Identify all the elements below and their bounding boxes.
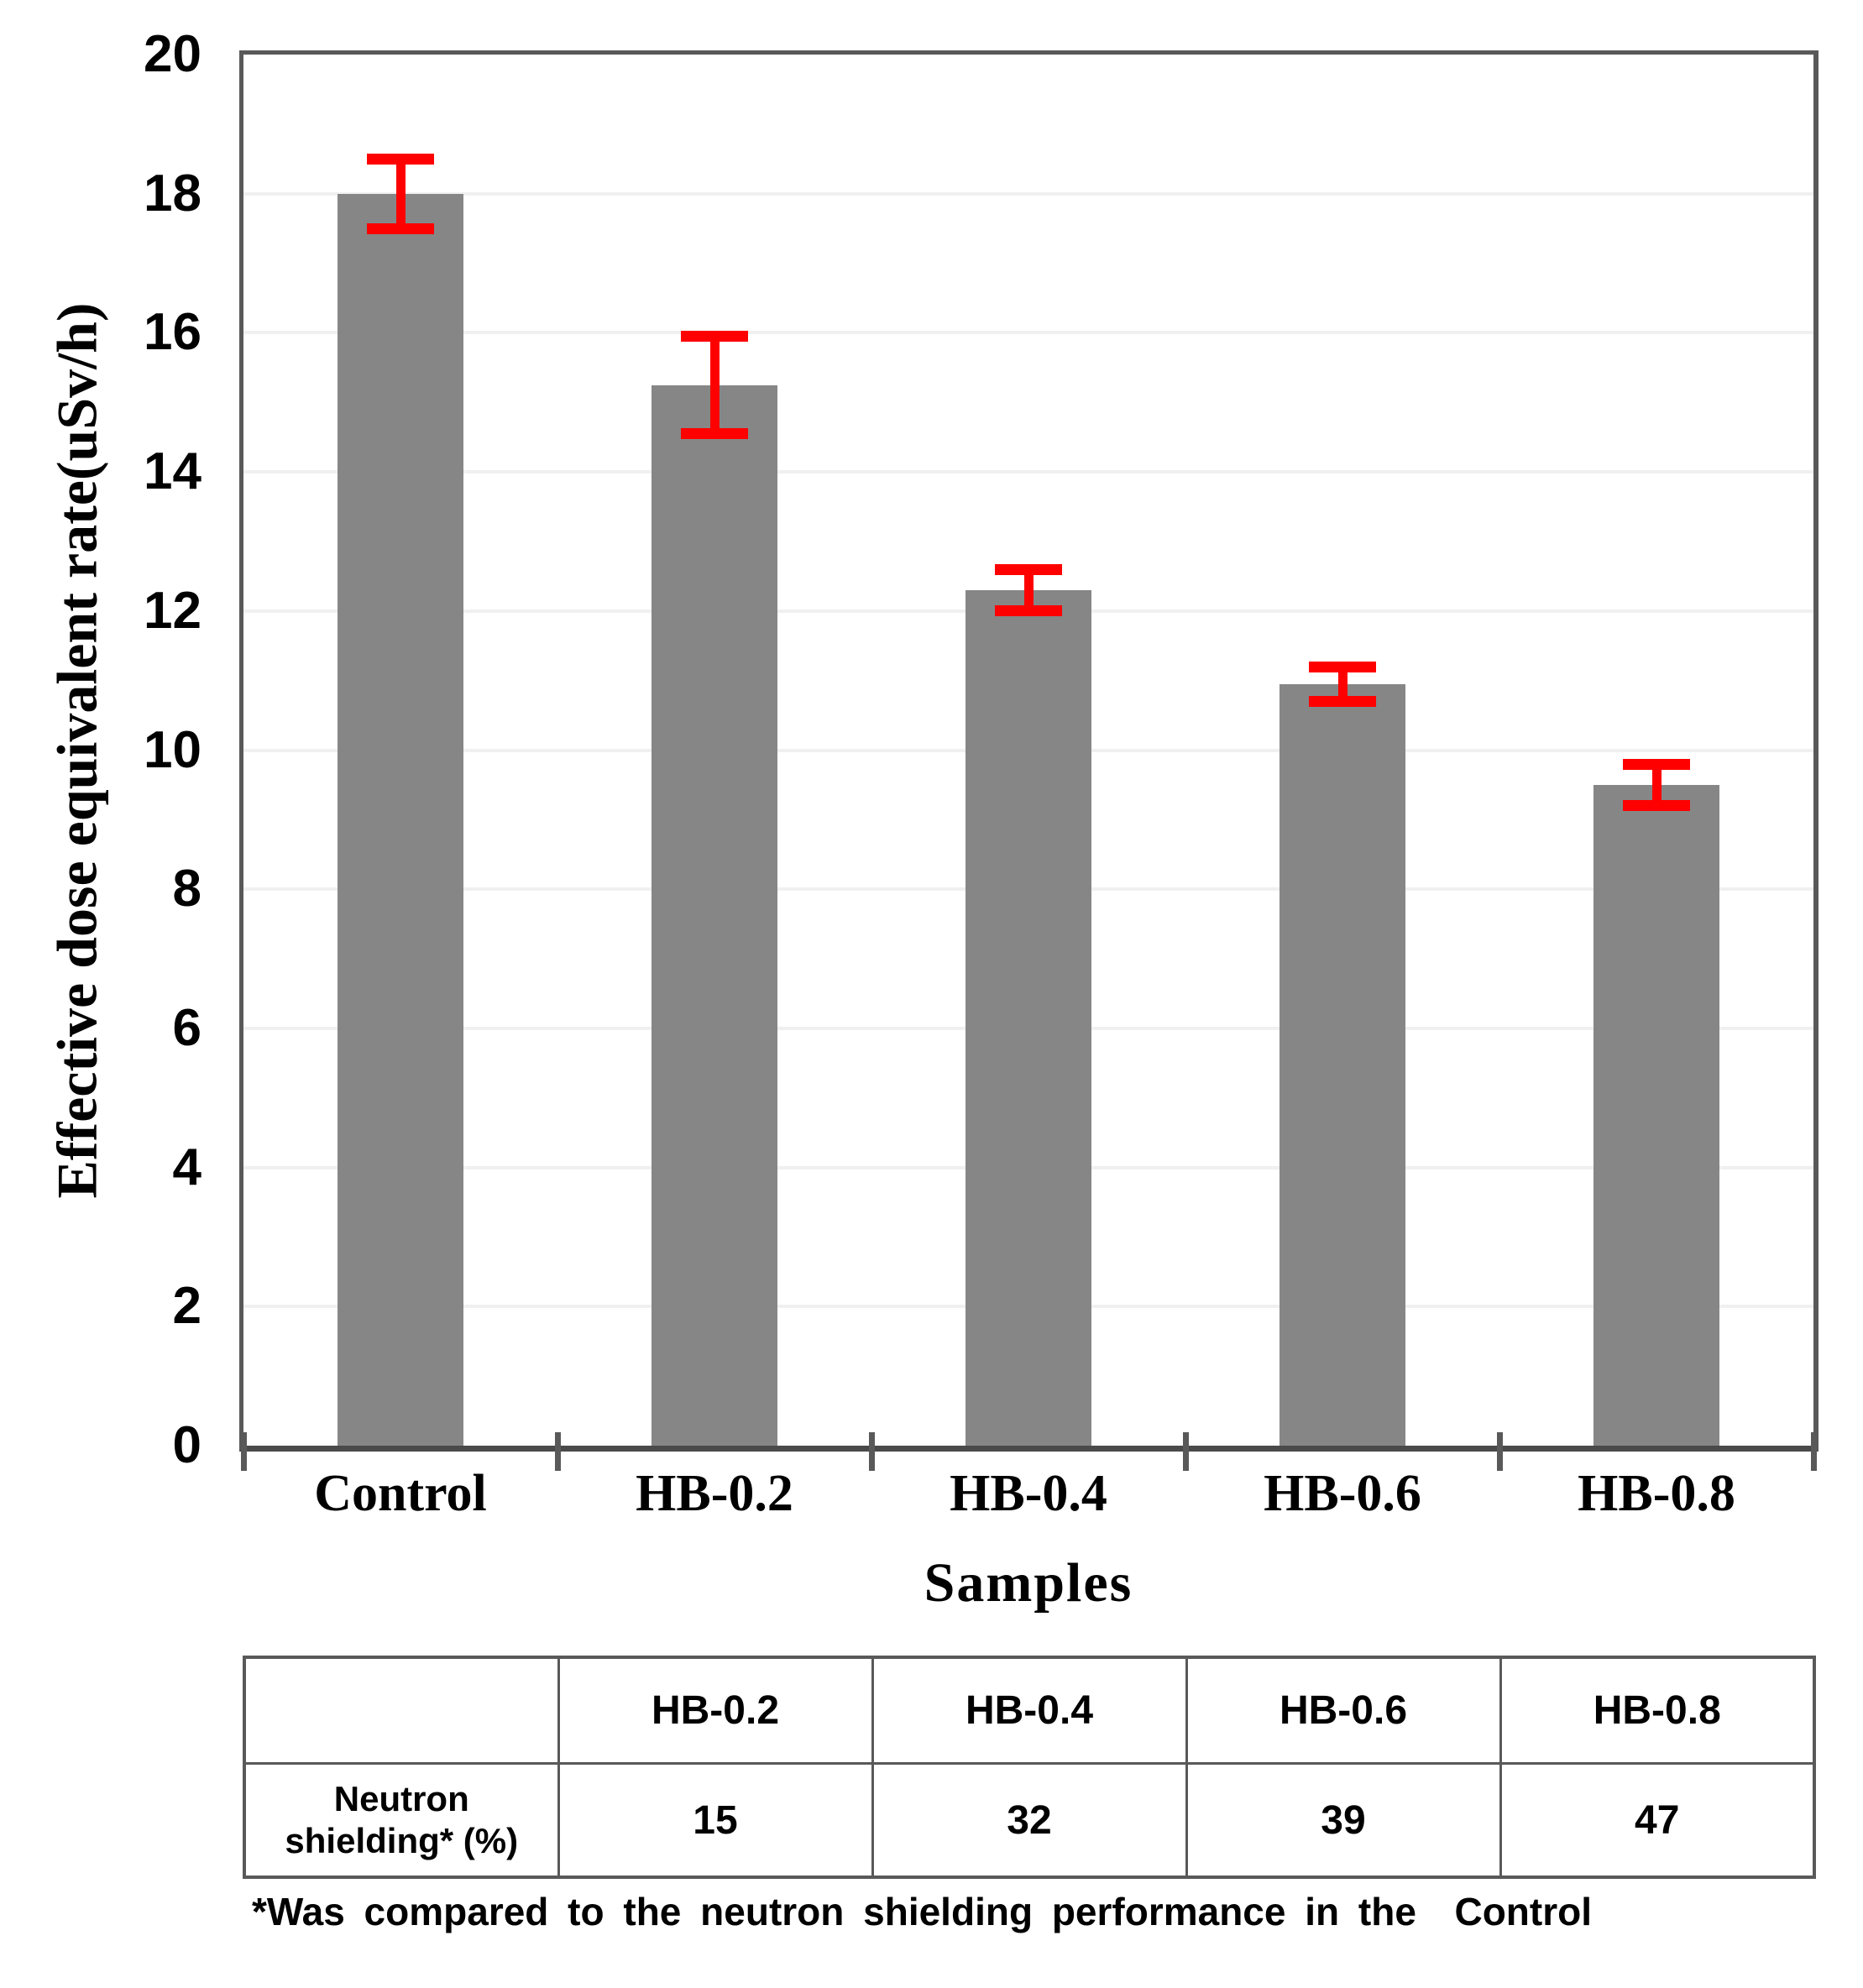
x-axis-tick <box>240 1432 247 1471</box>
x-category-label: Control <box>314 1465 487 1522</box>
error-bar-cap <box>367 222 434 234</box>
error-bar-stem <box>395 159 406 229</box>
error-bar-stem <box>1651 764 1662 806</box>
error-bar-cap <box>681 428 748 440</box>
x-category-label: HB-0.8 <box>1578 1465 1735 1522</box>
x-axis-tick <box>868 1432 875 1471</box>
plot-area <box>239 50 1819 1471</box>
y-tick-label: 8 <box>172 860 201 918</box>
bar <box>1280 683 1405 1446</box>
x-axis-tick <box>554 1432 561 1471</box>
error-bar-cap <box>681 331 748 343</box>
error-bar-cap <box>995 605 1062 617</box>
bar <box>652 385 777 1446</box>
x-category-label: HB-0.2 <box>636 1465 793 1522</box>
table-value-cell: 39 <box>1185 1762 1502 1879</box>
error-bar-stem <box>709 336 720 434</box>
y-tick-label: 16 <box>144 303 201 362</box>
error-bar-cap <box>1309 661 1376 672</box>
bar <box>338 193 463 1446</box>
y-tick-label: 18 <box>144 164 201 222</box>
y-tick-label: 6 <box>172 998 201 1057</box>
x-axis-tick <box>1182 1432 1189 1471</box>
table-header-cell: HB-0.2 <box>557 1656 874 1765</box>
table-value-cell: 47 <box>1499 1762 1816 1879</box>
table-row-label: Neutron shielding* (%) <box>243 1762 560 1879</box>
error-bar-cap <box>1623 758 1690 770</box>
table-corner-cell <box>243 1656 560 1765</box>
error-bar-cap <box>1309 696 1376 707</box>
table-value-cell: 15 <box>557 1762 874 1879</box>
error-bar-cap <box>1623 800 1690 812</box>
x-category-label: HB-0.4 <box>950 1465 1107 1522</box>
y-tick-label: 0 <box>172 1416 201 1474</box>
y-tick-label: 14 <box>144 442 201 501</box>
x-axis-title: Samples <box>924 1552 1133 1614</box>
error-bar-cap <box>367 153 434 165</box>
x-category-label: HB-0.6 <box>1264 1465 1421 1522</box>
gridline <box>243 331 1813 335</box>
x-axis-tick <box>1496 1432 1503 1471</box>
shielding-table: HB-0.2 HB-0.4 HB-0.6 HB-0.8 Neutron shieldin… <box>243 1656 1816 1879</box>
table-value-cell: 32 <box>871 1762 1188 1879</box>
bar <box>1593 784 1719 1446</box>
y-tick-label: 2 <box>172 1277 201 1336</box>
x-axis-tick <box>1810 1432 1817 1471</box>
table-header-cell: HB-0.6 <box>1185 1656 1502 1765</box>
table-header-cell: HB-0.8 <box>1499 1656 1816 1765</box>
error-bar-stem <box>1337 667 1348 702</box>
gridline <box>243 191 1813 196</box>
error-bar-cap <box>995 563 1062 575</box>
gridline <box>243 470 1813 474</box>
footnote: *Was compared to the neutron shielding p… <box>252 1890 1592 1933</box>
bar <box>966 589 1091 1446</box>
y-tick-label: 12 <box>144 581 201 640</box>
table-header-cell: HB-0.4 <box>871 1656 1188 1765</box>
error-bar-stem <box>1023 569 1034 611</box>
y-tick-label: 10 <box>144 720 201 779</box>
y-tick-label: 4 <box>172 1138 201 1196</box>
y-tick-label: 20 <box>144 25 201 83</box>
